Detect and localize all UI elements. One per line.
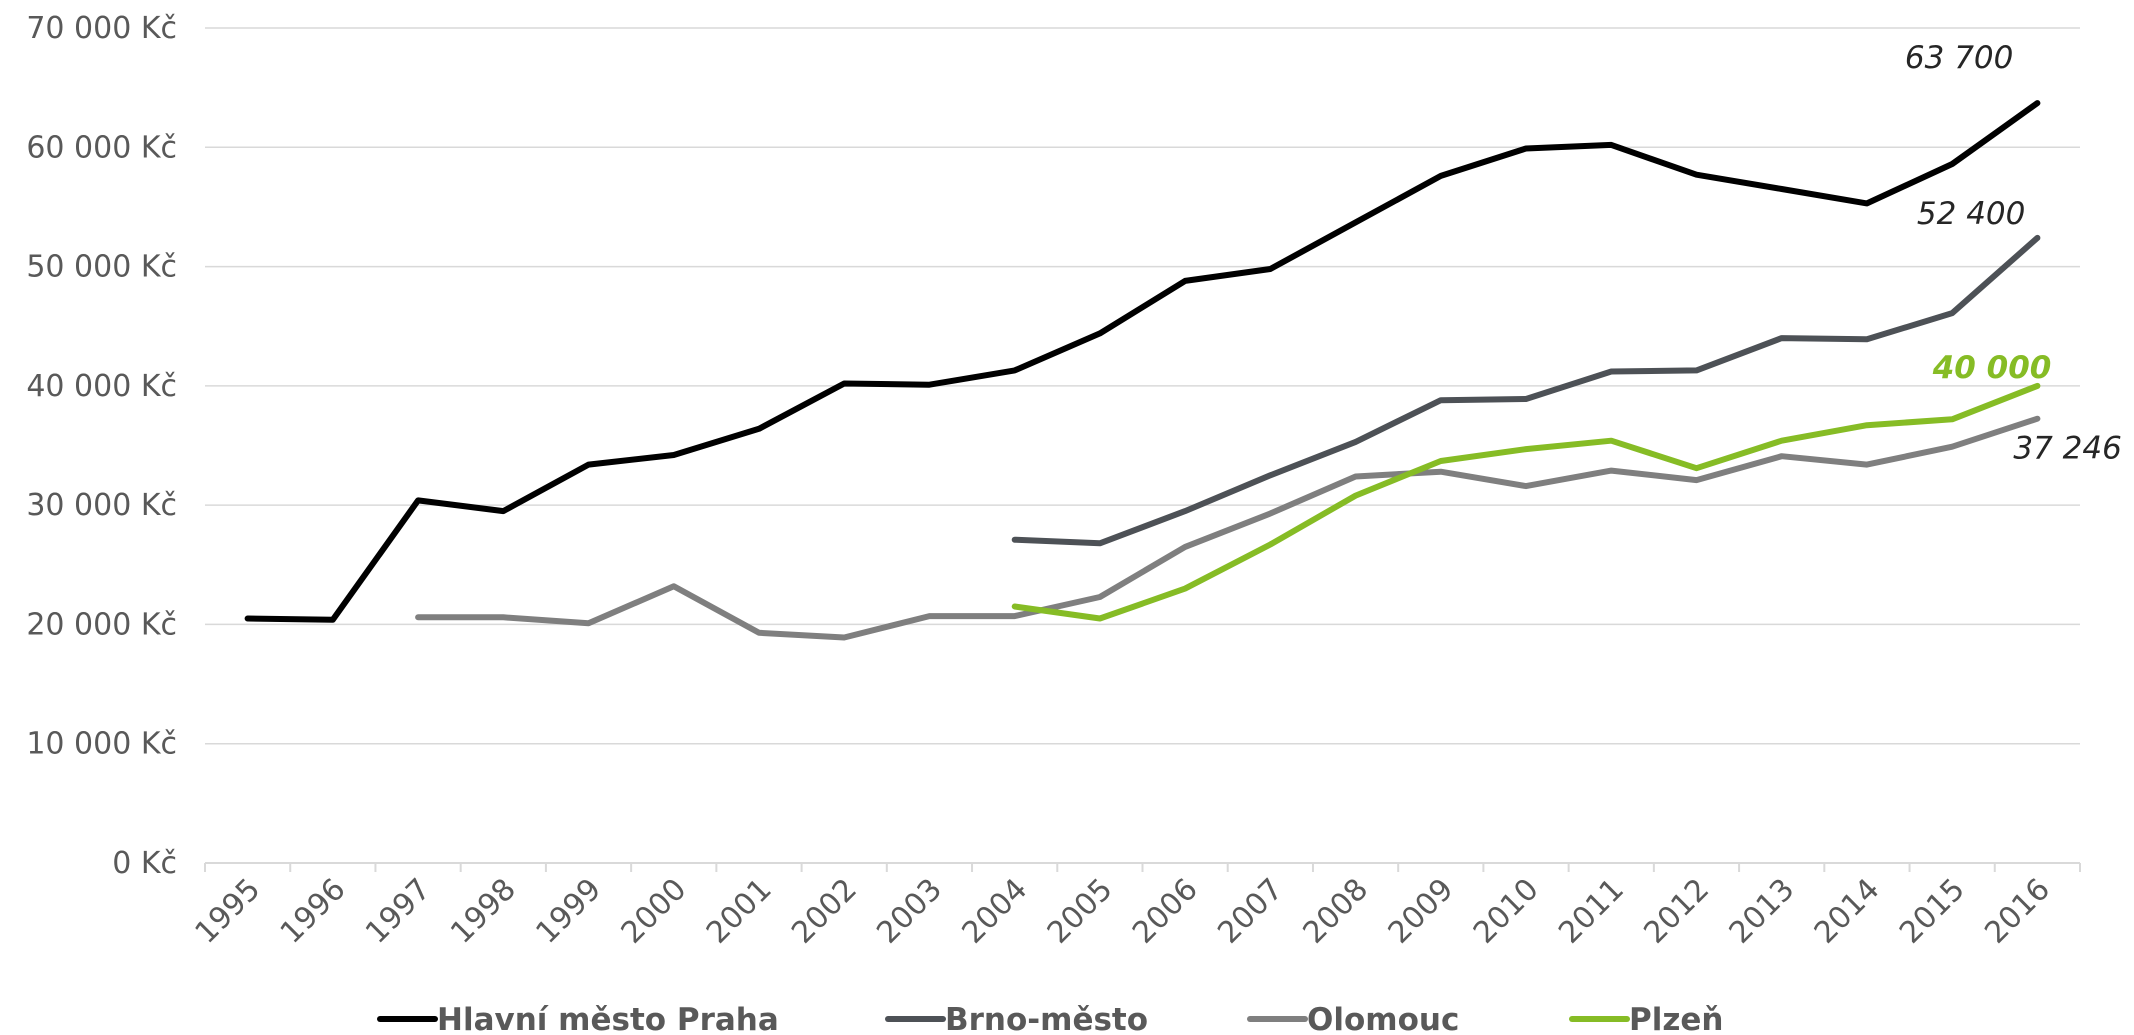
series-line-plzen [1011, 382, 2041, 622]
y-tick-label: 70 000 Kč [26, 11, 177, 46]
legend-label: Brno-město [945, 1002, 1148, 1035]
end-label-olomouc: 37 246 [2013, 431, 2121, 467]
x-tick-label: 2005 [1041, 872, 1120, 951]
y-tick-label: 40 000 Kč [26, 369, 177, 404]
x-tick-label: 2002 [785, 872, 864, 951]
x-tick-label: 2000 [615, 872, 694, 951]
x-tick-label: 2011 [1552, 872, 1631, 951]
x-tick-label: 2016 [1978, 872, 2057, 951]
x-tick-label: 2012 [1637, 872, 1716, 951]
y-tick-label: 20 000 Kč [26, 607, 177, 642]
end-label-plzen: 40 000 [1932, 350, 2052, 386]
x-tick-label: 2004 [956, 872, 1035, 951]
legend-item-olomouc: Olomouc [1247, 1002, 1459, 1035]
legend: Hlavní město Praha Brno-město Olomouc Plzeň [377, 1002, 1723, 1035]
legend-item-hlavni-mesto-praha: Hlavní město Praha [377, 1002, 779, 1035]
x-tick-label: 2014 [1808, 872, 1887, 951]
gridlines [205, 27, 2080, 745]
legend-label: Plzeň [1629, 1002, 1723, 1035]
x-tick-label: 2006 [1126, 872, 1205, 951]
x-tick-label: 2013 [1723, 872, 1802, 951]
series-line-olomouc [415, 415, 2041, 641]
y-tick-label: 30 000 Kč [26, 488, 177, 523]
x-tick-label: 2007 [1211, 872, 1290, 951]
series-line-hlavni-mesto-praha [244, 100, 2041, 623]
legend-label: Hlavní město Praha [437, 1002, 779, 1035]
legend-item-plzen: Plzeň [1569, 1002, 1723, 1035]
x-tick-label: 1997 [359, 872, 438, 951]
x-tick-label: 1996 [274, 872, 353, 951]
x-tick-label: 2003 [870, 872, 949, 951]
end-label-hlavni-mesto-praha: 63 700 [1905, 40, 2013, 76]
x-axis: 1995 1996 1997 1998 1999 2000 2001 2002 2003 2004… [189, 862, 2081, 951]
legend-item-brno-mesto: Brno-město [885, 1002, 1148, 1035]
x-tick-label: 2009 [1382, 872, 1461, 951]
x-tick-label: 2010 [1467, 872, 1546, 951]
y-axis: 0 Kč 10 000 Kč 20 000 Kč 30 000 Kč 40 000 Kč… [26, 11, 177, 881]
x-tick-label: 2008 [1296, 872, 1375, 951]
x-tick-label: 2015 [1893, 872, 1972, 951]
series-line-brno-mesto [1011, 234, 2041, 547]
x-tick-label: 2001 [700, 872, 779, 951]
x-tick-label: 1999 [529, 872, 608, 951]
y-tick-label: 60 000 Kč [26, 130, 177, 165]
y-tick-label: 50 000 Kč [26, 250, 177, 285]
y-tick-label: 10 000 Kč [26, 727, 177, 762]
series-lines [244, 100, 2041, 641]
legend-label: Olomouc [1307, 1002, 1459, 1035]
y-tick-label: 0 Kč [112, 846, 177, 881]
end-label-brno-mesto: 52 400 [1917, 196, 2025, 232]
x-tick-label: 1998 [444, 872, 523, 951]
end-labels: 63 700 52 400 37 246 40 000 [1905, 40, 2122, 467]
x-tick-label: 1995 [189, 872, 268, 951]
